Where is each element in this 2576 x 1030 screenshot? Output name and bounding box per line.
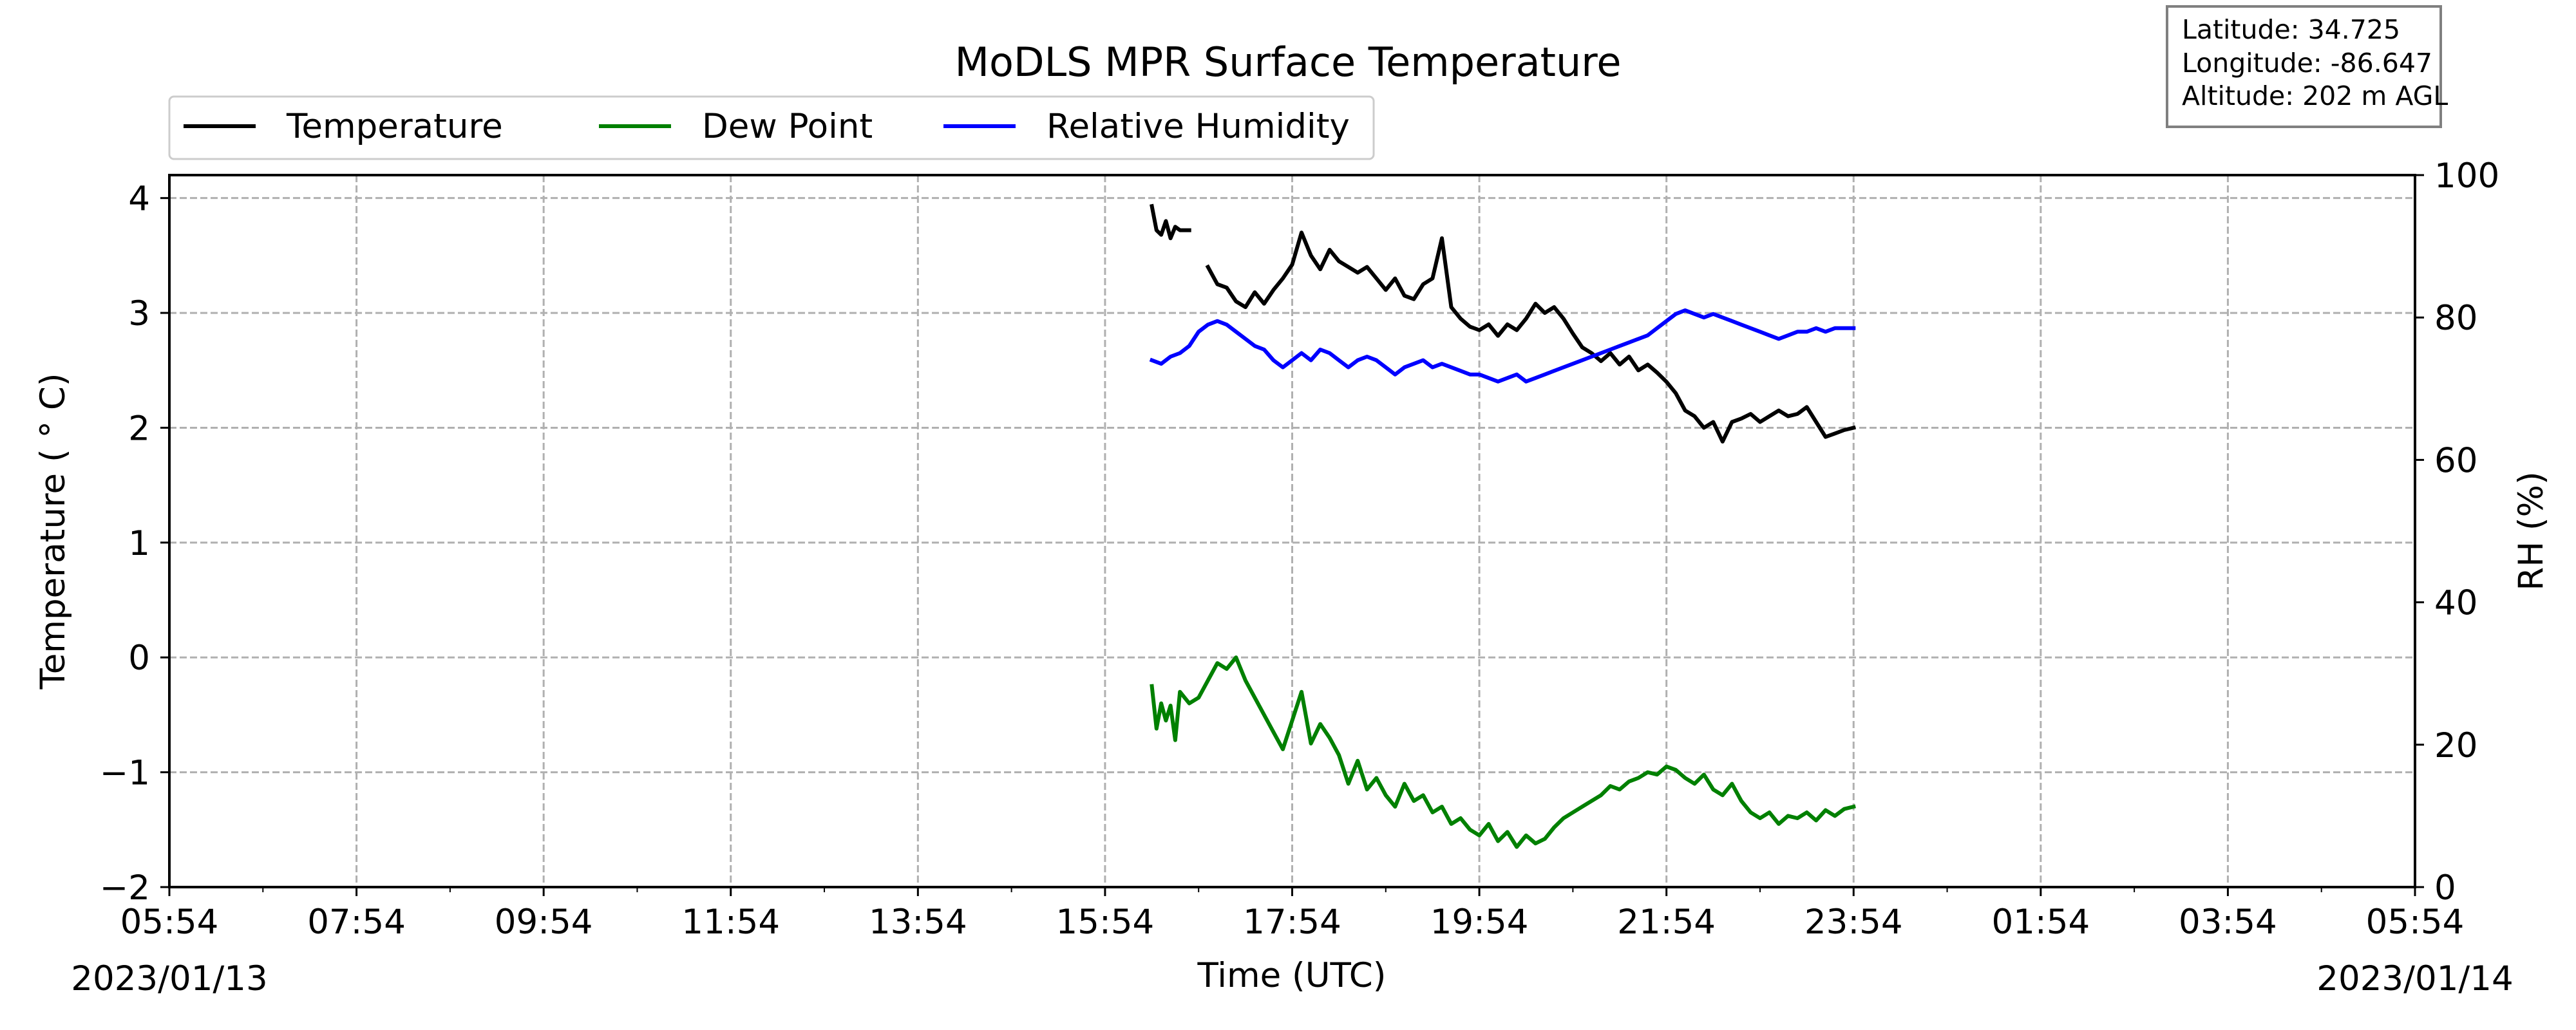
y-right-tick-label: 40 [2434,584,2477,623]
relative-humidity-line [1149,308,1856,384]
plot-series [1149,203,1856,849]
y-right-tick-label: 20 [2434,726,2477,765]
x-tick-label: 07:54 [307,903,406,942]
temperature-line [1150,203,1191,241]
info-longitude: Longitude: -86.647 [2182,48,2432,79]
x-tick-label: 17:54 [1243,903,1341,942]
date-start-label: 2023/01/13 [71,959,267,998]
temperature-line [1205,230,1856,444]
info-box: Latitude: 34.725 Longitude: -86.647 Alti… [2166,5,2448,128]
legend-label-temperature: Temperature [286,107,503,146]
dew-point-line [1150,655,1856,849]
y-right-tick-label: 80 [2434,299,2477,338]
x-tick-label: 19:54 [1430,903,1529,942]
x-tick-label: 03:54 [2179,903,2277,942]
x-tick-label: 11:54 [681,903,780,942]
x-tick-label: 09:54 [495,903,593,942]
info-latitude: Latitude: 34.725 [2182,14,2400,45]
x-tick-label: 21:54 [1617,903,1716,942]
date-end-label: 2023/01/14 [2316,959,2513,998]
y-left-tick-label: −2 [100,868,150,908]
x-axis: 05:54 07:54 09:54 11:54 13:54 15:54 17:54 19:54… [120,887,2465,942]
grid [169,175,2415,887]
y-axis-right: 0 20 40 60 80 100 [2415,156,2499,908]
legend-frame [168,95,1375,160]
y-right-tick-label: 60 [2434,441,2477,480]
chart-title: MoDLS MPR Surface Temperature [954,39,1621,86]
legend-label-relative-humidity: Relative Humidity [1046,107,1350,146]
y-left-tick-label: 1 [128,524,150,563]
info-box-frame [2166,5,2442,128]
y-axis-left-label: Temperature ( ° C) [33,373,73,689]
y-left-tick-label: 3 [128,294,150,333]
legend: Temperature Dew Point Relative Humidity [168,95,1375,160]
x-tick-label: 01:54 [1991,903,2090,942]
legend-label-dew-point: Dew Point [702,107,873,146]
x-tick-label: 05:54 [120,903,219,942]
x-tick-label: 23:54 [1804,903,1903,942]
y-left-tick-label: 4 [128,180,150,219]
x-tick-label: 13:54 [869,903,967,942]
y-axis-right-label: RH (%) [2512,471,2551,590]
y-left-tick-label: −1 [100,754,150,793]
y-left-tick-label: 2 [128,409,150,448]
y-left-tick-label: 0 [128,639,150,678]
y-right-tick-label: 0 [2434,868,2456,908]
y-right-tick-label: 100 [2434,156,2499,196]
x-axis-label: Time (UTC) [1197,956,1387,995]
x-tick-label: 15:54 [1056,903,1155,942]
x-tick-label: 05:54 [2366,903,2465,942]
info-altitude: Altitude: 202 m AGL [2182,80,2448,111]
y-axis-left: −2 −1 0 1 2 3 4 [100,180,169,908]
